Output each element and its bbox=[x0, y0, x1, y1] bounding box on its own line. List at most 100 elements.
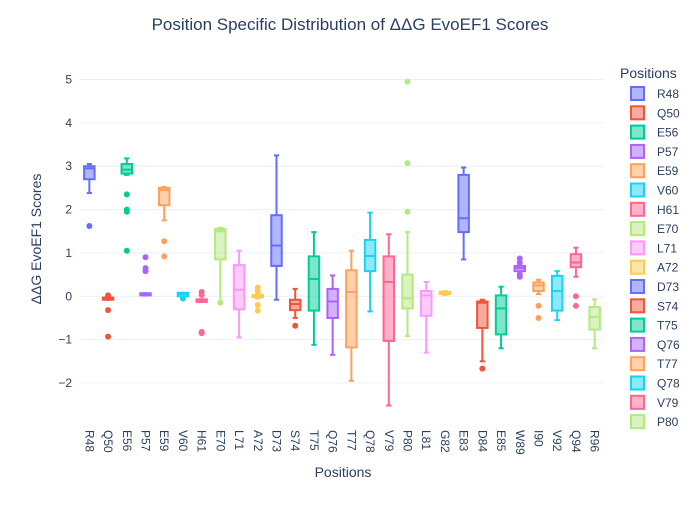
legend-swatch bbox=[630, 394, 645, 410]
legend-swatch bbox=[630, 336, 645, 352]
outlier-point bbox=[123, 208, 130, 215]
x-tick-label: I90 bbox=[532, 430, 546, 447]
x-tick-label: L71 bbox=[232, 430, 246, 450]
legend-item-A72[interactable]: A72 bbox=[630, 259, 679, 275]
outlier-point bbox=[254, 307, 261, 314]
legend-label: V79 bbox=[657, 396, 679, 410]
x-tick-label: R96 bbox=[588, 430, 602, 452]
y-tick-label: 3 bbox=[65, 159, 72, 173]
legend-item-E56[interactable]: E56 bbox=[630, 124, 679, 140]
x-tick-label: W89 bbox=[513, 430, 527, 455]
legend-label: E56 bbox=[657, 126, 679, 140]
legend-item-P80[interactable]: P80 bbox=[630, 414, 679, 430]
legend-item-P57[interactable]: P57 bbox=[630, 143, 679, 159]
legend-item-Q76[interactable]: Q76 bbox=[630, 336, 680, 352]
legend-swatch bbox=[630, 124, 645, 140]
outlier-point bbox=[105, 294, 112, 301]
y-tick-label: 4 bbox=[65, 116, 72, 130]
legend-label: D73 bbox=[657, 280, 679, 294]
legend-label: S74 bbox=[657, 299, 679, 313]
legend-swatch bbox=[630, 221, 645, 237]
x-tick-label: E83 bbox=[457, 430, 471, 452]
legend-item-L71[interactable]: L71 bbox=[630, 240, 677, 256]
legend-label: Q50 bbox=[657, 106, 680, 120]
legend-item-H61[interactable]: H61 bbox=[630, 201, 679, 217]
legend-label: E70 bbox=[657, 222, 679, 236]
legend-item-S74[interactable]: S74 bbox=[630, 298, 679, 314]
legend-swatch bbox=[630, 317, 645, 333]
box-H61 bbox=[195, 288, 208, 337]
legend-label: Q78 bbox=[657, 377, 680, 391]
box-V92 bbox=[550, 270, 564, 322]
legend-label: V60 bbox=[657, 184, 679, 198]
box-A72 bbox=[251, 284, 265, 314]
x-tick-label: P57 bbox=[139, 430, 153, 452]
y-tick-label: 2 bbox=[65, 203, 72, 217]
box-layer bbox=[83, 78, 601, 407]
box-W89 bbox=[513, 255, 527, 280]
legend-swatch bbox=[630, 279, 645, 294]
box-I90 bbox=[532, 278, 545, 321]
legend-item-E70[interactable]: E70 bbox=[630, 221, 679, 237]
y-tick-label: 0 bbox=[65, 289, 72, 303]
box-T75 bbox=[307, 231, 321, 346]
legend-swatch bbox=[630, 356, 645, 372]
outlier-point bbox=[142, 254, 149, 261]
y-tick-label: −2 bbox=[58, 376, 72, 390]
outlier-point bbox=[105, 307, 112, 314]
legend-label: A72 bbox=[657, 261, 679, 275]
x-tick-label: A72 bbox=[251, 430, 265, 452]
legend-item-Q78[interactable]: Q78 bbox=[630, 375, 680, 391]
box-iqr bbox=[588, 306, 601, 331]
outlier-point bbox=[198, 330, 205, 337]
x-tick-label: D84 bbox=[475, 430, 489, 452]
box-E83 bbox=[457, 166, 470, 261]
box-E59 bbox=[157, 186, 171, 260]
legend-item-D73[interactable]: D73 bbox=[630, 279, 679, 294]
box-P57 bbox=[139, 254, 152, 297]
legend-title: Positions bbox=[620, 65, 677, 81]
outlier-point bbox=[105, 333, 112, 340]
box-V60 bbox=[176, 291, 190, 302]
x-tick-label: T77 bbox=[344, 430, 358, 451]
outlier-point bbox=[516, 259, 523, 266]
box-V79 bbox=[382, 233, 396, 407]
x-tick-label: S74 bbox=[288, 430, 302, 452]
box-iqr bbox=[401, 273, 414, 310]
x-tick-label: R48 bbox=[82, 430, 96, 452]
legend-item-R48[interactable]: R48 bbox=[630, 86, 679, 101]
legend-item-E59[interactable]: E59 bbox=[630, 163, 679, 179]
legend-label: E59 bbox=[657, 164, 679, 178]
legend-label: P80 bbox=[657, 415, 679, 429]
box-R96 bbox=[588, 298, 601, 350]
box-Q76 bbox=[326, 274, 339, 356]
legend-swatch bbox=[630, 298, 645, 314]
x-tick-label: G82 bbox=[438, 430, 452, 453]
x-tick-label: V60 bbox=[176, 430, 190, 452]
legend-label: T77 bbox=[657, 357, 678, 371]
outlier-point bbox=[516, 273, 523, 280]
outlier-point bbox=[404, 208, 411, 215]
legend-item-T75[interactable]: T75 bbox=[630, 317, 678, 333]
legend-item-V60[interactable]: V60 bbox=[630, 182, 679, 198]
legend-swatch bbox=[630, 240, 645, 256]
box-iqr bbox=[83, 165, 96, 181]
box-L81 bbox=[419, 280, 433, 354]
box-iqr bbox=[532, 281, 545, 293]
legend-item-T77[interactable]: T77 bbox=[630, 356, 678, 372]
outlier-point bbox=[535, 302, 542, 309]
legend-label: P57 bbox=[657, 145, 679, 159]
box-S74 bbox=[288, 287, 302, 329]
legend-item-Q50[interactable]: Q50 bbox=[630, 105, 680, 121]
outlier-point bbox=[161, 238, 168, 245]
legend: Positions R48 Q50 E56 P57 E59 V60 H61 E70 L71 A72… bbox=[620, 65, 680, 430]
box-iqr bbox=[270, 214, 283, 267]
box-iqr bbox=[326, 287, 339, 319]
grid-layer bbox=[80, 79, 604, 384]
outlier-point bbox=[404, 78, 411, 85]
box-D73 bbox=[270, 154, 283, 301]
legend-item-V79[interactable]: V79 bbox=[630, 394, 679, 410]
box-iqr bbox=[476, 300, 489, 329]
legend-swatch bbox=[630, 143, 645, 159]
legend-label: T75 bbox=[657, 319, 678, 333]
